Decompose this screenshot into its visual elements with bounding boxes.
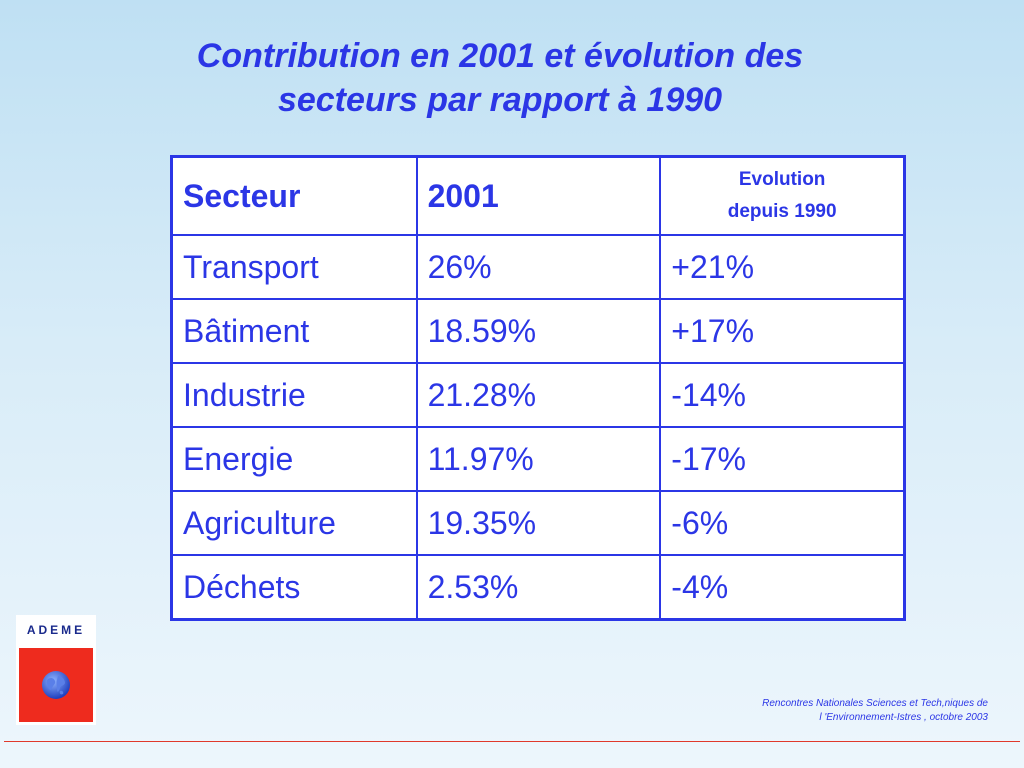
table-row: Industrie 21.28% -14% [170,362,906,428]
table-header-row: Secteur 2001 Evolution depuis 1990 [170,155,906,236]
cell-evolution: -6% [659,490,906,556]
cell-share-2001: 19.35% [415,490,662,556]
header-evolution-line-1: Evolution [738,169,826,190]
footer-line-1: Rencontres Nationales Sciences et Tech,n… [762,698,988,709]
cell-sector: Industrie [170,362,418,428]
footer-caption: Rencontres Nationales Sciences et Tech,n… [762,697,988,725]
cell-sector: Déchets [170,554,418,621]
cell-evolution: +17% [659,298,906,364]
cell-sector: Agriculture [170,490,418,556]
header-evolution: Evolution depuis 1990 [659,155,906,236]
table-row: Energie 11.97% -17% [170,426,906,492]
header-evolution-line-2: depuis 1990 [727,201,837,222]
cell-sector: Bâtiment [170,298,418,364]
globe-icon [42,671,70,699]
table-row: Déchets 2.53% -4% [170,554,906,621]
cell-share-2001: 21.28% [415,362,662,428]
slide-title: Contribution en 2001 et évolution des se… [0,34,1000,122]
header-2001: 2001 [415,155,662,236]
cell-sector: Transport [170,234,418,300]
table-row: Agriculture 19.35% -6% [170,490,906,556]
ademe-logo: ADEME [16,615,96,725]
table-row: Transport 26% +21% [170,234,906,300]
cell-evolution: -4% [659,554,906,621]
footer-line-2: l 'Environnement-Istres , octobre 2003 [819,712,988,723]
slide-title-line-2: secteurs par rapport à 1990 [277,81,723,119]
cell-share-2001: 11.97% [415,426,662,492]
cell-share-2001: 2.53% [415,554,662,621]
cell-sector: Energie [170,426,418,492]
logo-red-block [19,648,93,722]
logo-text: ADEME [26,623,86,637]
sector-table: Secteur 2001 Evolution depuis 1990 Trans… [170,155,906,621]
footer-divider [4,741,1020,742]
cell-share-2001: 18.59% [415,298,662,364]
cell-evolution: -17% [659,426,906,492]
slide-title-line-1: Contribution en 2001 et évolution des [196,37,804,75]
cell-evolution: +21% [659,234,906,300]
cell-share-2001: 26% [415,234,662,300]
header-sector: Secteur [170,155,418,236]
table-row: Bâtiment 18.59% +17% [170,298,906,364]
cell-evolution: -14% [659,362,906,428]
